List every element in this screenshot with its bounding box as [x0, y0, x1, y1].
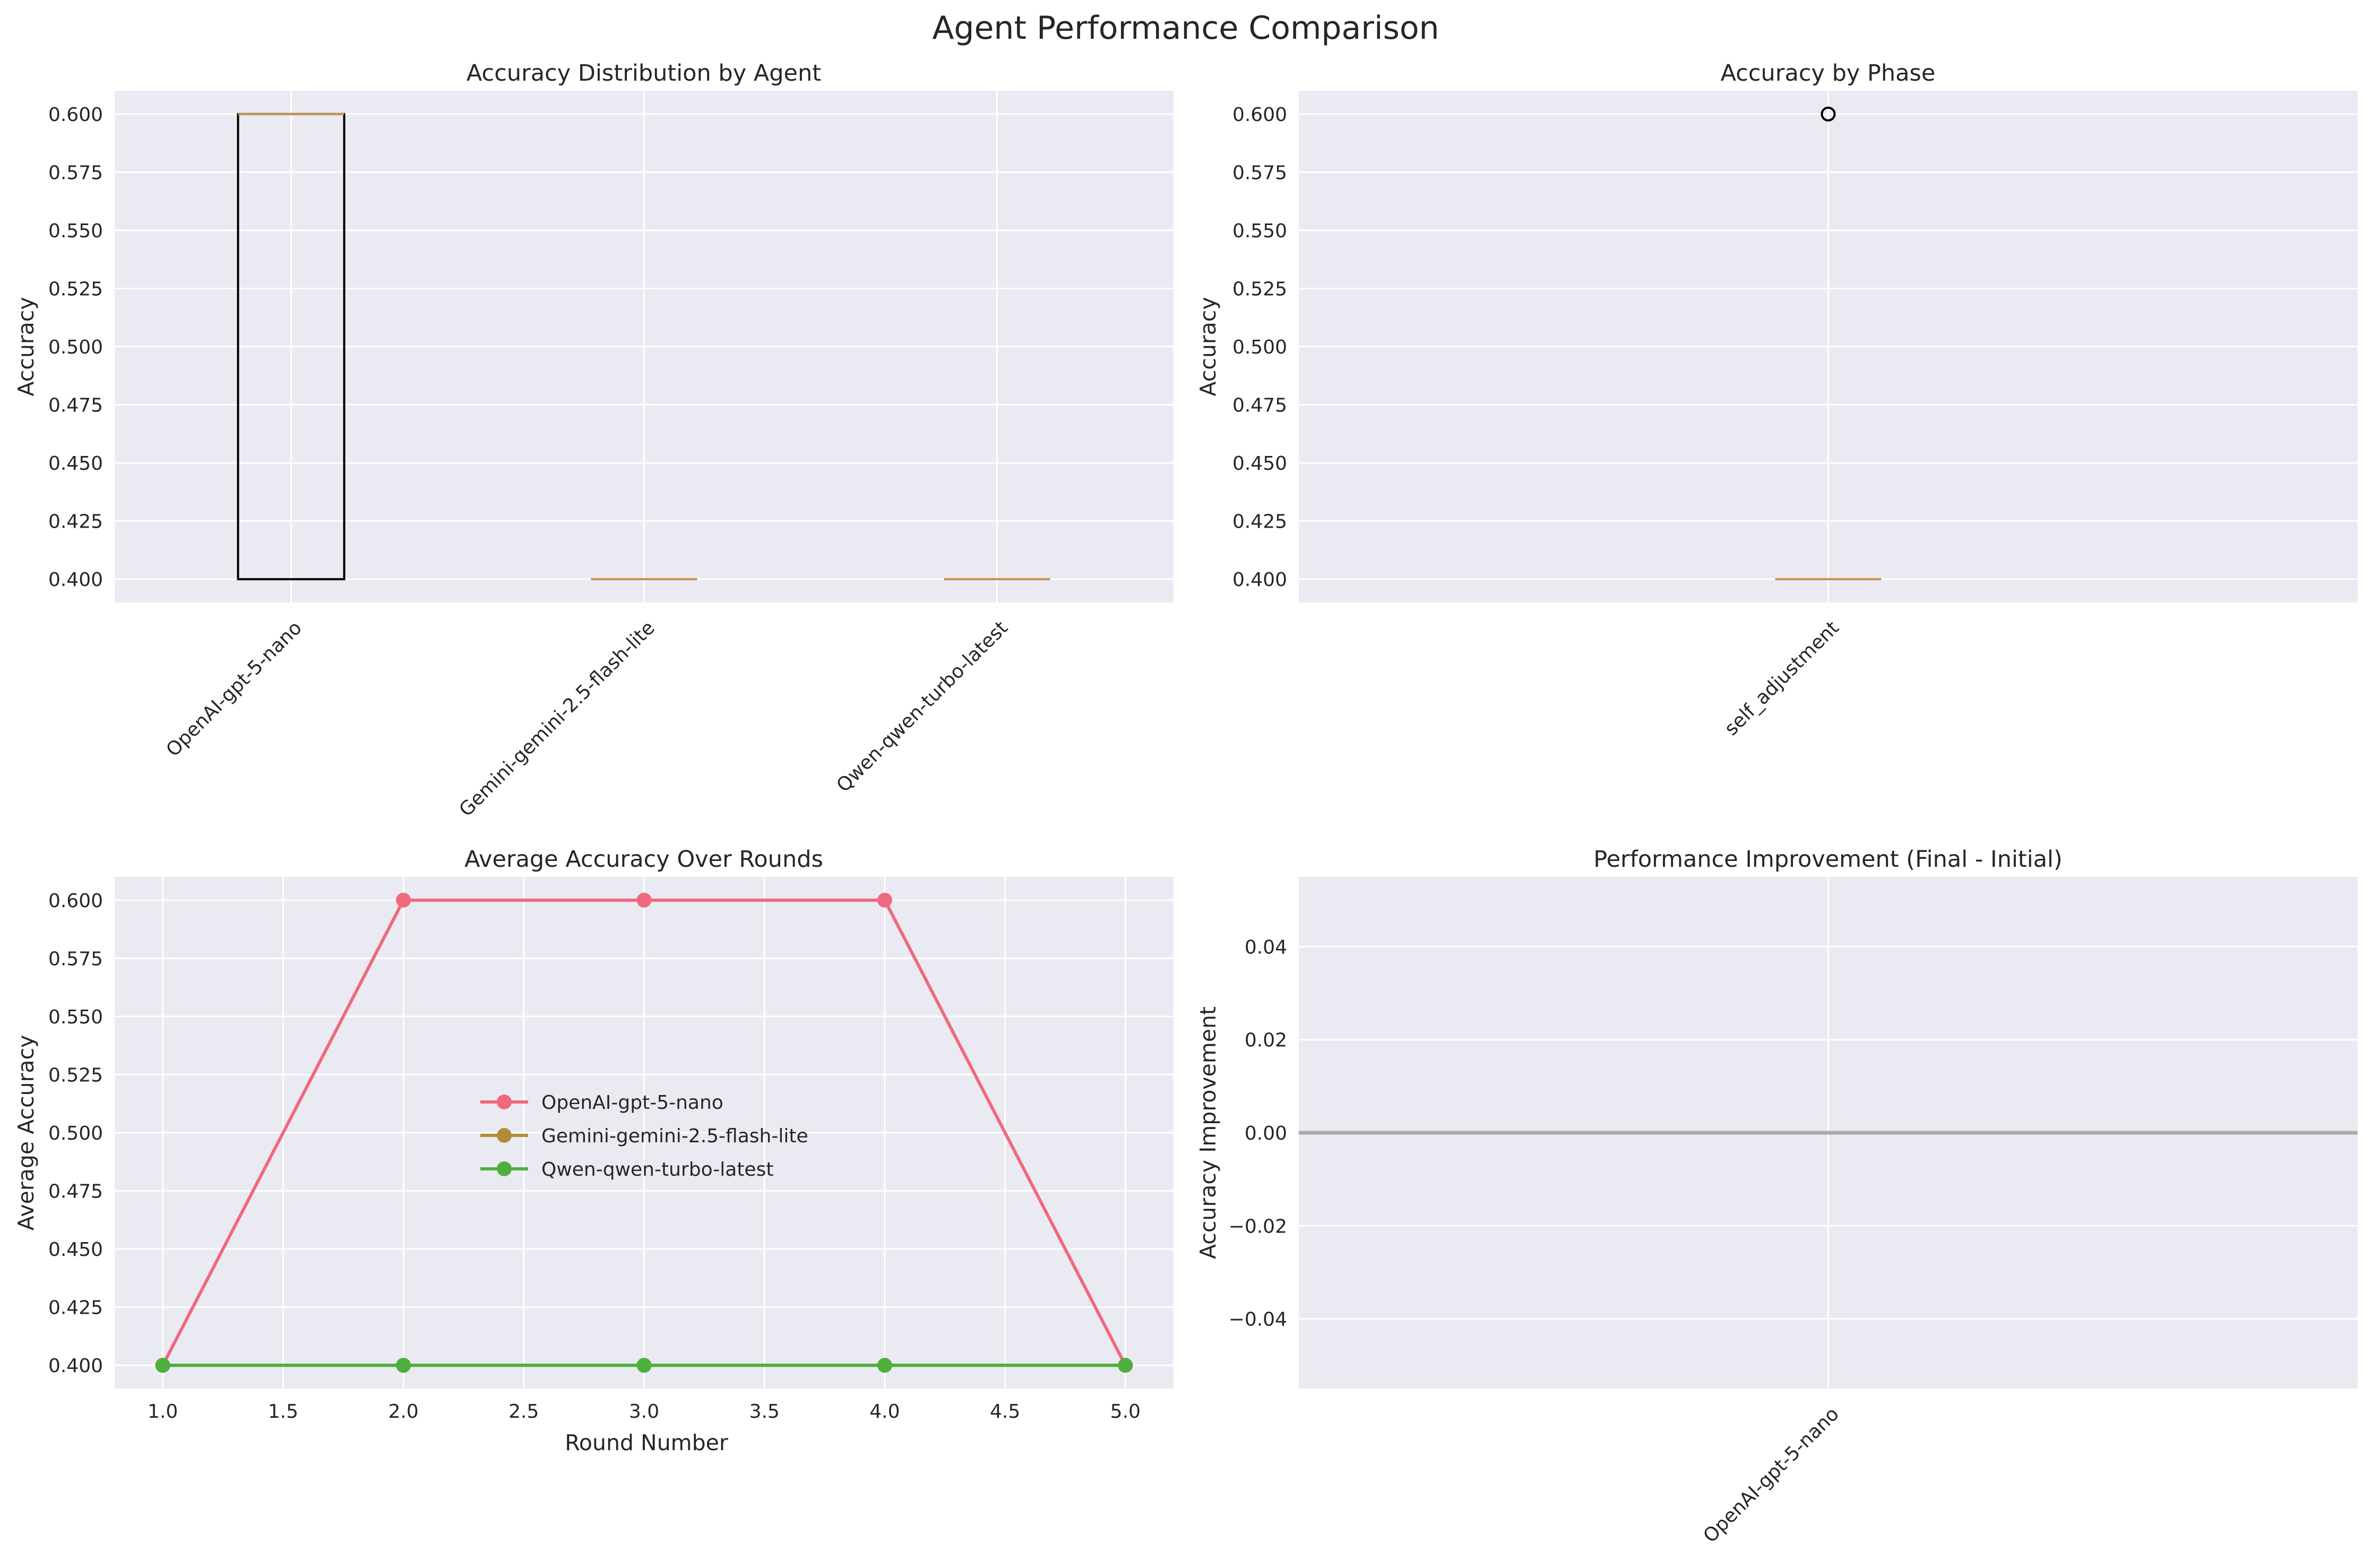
y-tick-label: 0.425 — [48, 1297, 103, 1319]
x-tick-label: Qwen-qwen-turbo-latest — [833, 617, 1012, 796]
y-axis-label: Accuracy Improvement — [1195, 1006, 1221, 1259]
series-point — [1118, 1358, 1133, 1373]
x-tick-label: OpenAI-gpt-5-nano — [162, 617, 306, 761]
panel-title: Performance Improvement (Final - Initial… — [1593, 846, 2063, 873]
y-tick-label: 0.450 — [48, 1239, 103, 1261]
x-tick-label: 2.5 — [508, 1401, 539, 1423]
y-tick-label: 0.400 — [48, 569, 103, 591]
y-axis-label: Accuracy — [1195, 297, 1221, 396]
y-tick-label: 0.575 — [48, 948, 103, 970]
y-tick-label: 0.475 — [48, 395, 103, 417]
series-point — [396, 892, 411, 908]
x-tick-label: OpenAI-gpt-5-nano — [1699, 1403, 1843, 1547]
series-point — [636, 1358, 652, 1373]
panel-average-accuracy-over-rounds: 0.400 0.425 0.450 0.475 0.500 0.525 0.550 0.575… — [13, 846, 1174, 1455]
y-tick-label: 0.500 — [48, 1123, 103, 1144]
y-axis-label: Average Accuracy — [13, 1035, 39, 1231]
series-point — [877, 1358, 892, 1373]
figure-suptitle: Agent Performance Comparison — [932, 10, 1439, 47]
y-tick-label: −0.02 — [1229, 1216, 1287, 1237]
x-tick-label: 4.5 — [990, 1401, 1020, 1423]
legend-marker — [497, 1128, 512, 1143]
y-tick-label: 0.600 — [1232, 104, 1287, 126]
y-tick-label: 0.00 — [1245, 1123, 1287, 1144]
y-tick-label: 0.400 — [48, 1355, 103, 1377]
series-point — [877, 892, 892, 908]
y-tick-label: 0.550 — [1232, 220, 1287, 242]
x-tick-label: 3.0 — [629, 1401, 659, 1423]
x-tick-label: self_adjustment — [1720, 617, 1843, 739]
legend-marker — [497, 1161, 512, 1176]
x-tick-label: 3.5 — [749, 1401, 780, 1423]
y-tick-label: 0.450 — [48, 453, 103, 475]
panel-title: Accuracy by Phase — [1721, 60, 1936, 87]
y-tick-label: 0.525 — [48, 278, 103, 300]
y-tick-label: 0.525 — [48, 1064, 103, 1086]
panel-accuracy-by-agent: 0.400 0.425 0.450 0.475 0.500 0.525 0.550 0.575… — [13, 60, 1174, 821]
y-tick-label: 0.500 — [48, 337, 103, 358]
y-tick-label: 0.500 — [1232, 337, 1287, 358]
y-tick-label: 0.450 — [1232, 453, 1287, 475]
x-tick-label: 1.5 — [268, 1401, 298, 1423]
y-tick-label: 0.525 — [1232, 278, 1287, 300]
y-tick-label: 0.04 — [1245, 936, 1287, 958]
y-tick-label: 0.425 — [1232, 511, 1287, 533]
y-tick-label: 0.575 — [48, 162, 103, 184]
x-axis-label: Round Number — [565, 1430, 728, 1455]
y-axis-label: Accuracy — [13, 297, 39, 396]
series-point — [396, 1358, 411, 1373]
y-tick-label: 0.600 — [48, 104, 103, 126]
y-tick-label: 0.475 — [48, 1181, 103, 1203]
panel-accuracy-by-phase: 0.400 0.425 0.450 0.475 0.500 0.525 0.550 0.575… — [1195, 60, 2358, 740]
panel-title: Accuracy Distribution by Agent — [467, 60, 821, 87]
panel-performance-improvement: 0.040.020.00−0.02−0.04OpenAI-gpt-5-nano … — [1195, 846, 2358, 1547]
x-tick-label: 1.0 — [148, 1401, 178, 1423]
y-tick-label: 0.575 — [1232, 162, 1287, 184]
y-tick-label: −0.04 — [1229, 1309, 1287, 1331]
series-point — [155, 1358, 170, 1373]
legend-label: OpenAI-gpt-5-nano — [541, 1092, 723, 1114]
y-tick-label: 0.550 — [48, 220, 103, 242]
x-tick-label: 4.0 — [869, 1401, 900, 1423]
legend: OpenAI-gpt-5-nano Gemini-gemini-2.5-flash… — [480, 1092, 808, 1181]
panel-title: Average Accuracy Over Rounds — [464, 846, 823, 873]
y-tick-label: 0.600 — [48, 890, 103, 912]
series-point — [636, 892, 652, 908]
x-tick-label: Gemini-gemini-2.5-flash-lite — [455, 617, 659, 821]
legend-marker — [497, 1095, 512, 1109]
x-tick-label: 5.0 — [1110, 1401, 1141, 1423]
legend-label: Gemini-gemini-2.5-flash-lite — [541, 1125, 808, 1147]
y-tick-label: 0.400 — [1232, 569, 1287, 591]
y-tick-label: 0.425 — [48, 511, 103, 533]
x-tick-label: 2.0 — [388, 1401, 418, 1423]
y-tick-label: 0.550 — [48, 1006, 103, 1028]
y-tick-label: 0.02 — [1245, 1030, 1287, 1052]
y-tick-label: 0.475 — [1232, 395, 1287, 417]
legend-label: Qwen-qwen-turbo-latest — [541, 1159, 773, 1181]
box-outlier — [1821, 106, 1836, 122]
